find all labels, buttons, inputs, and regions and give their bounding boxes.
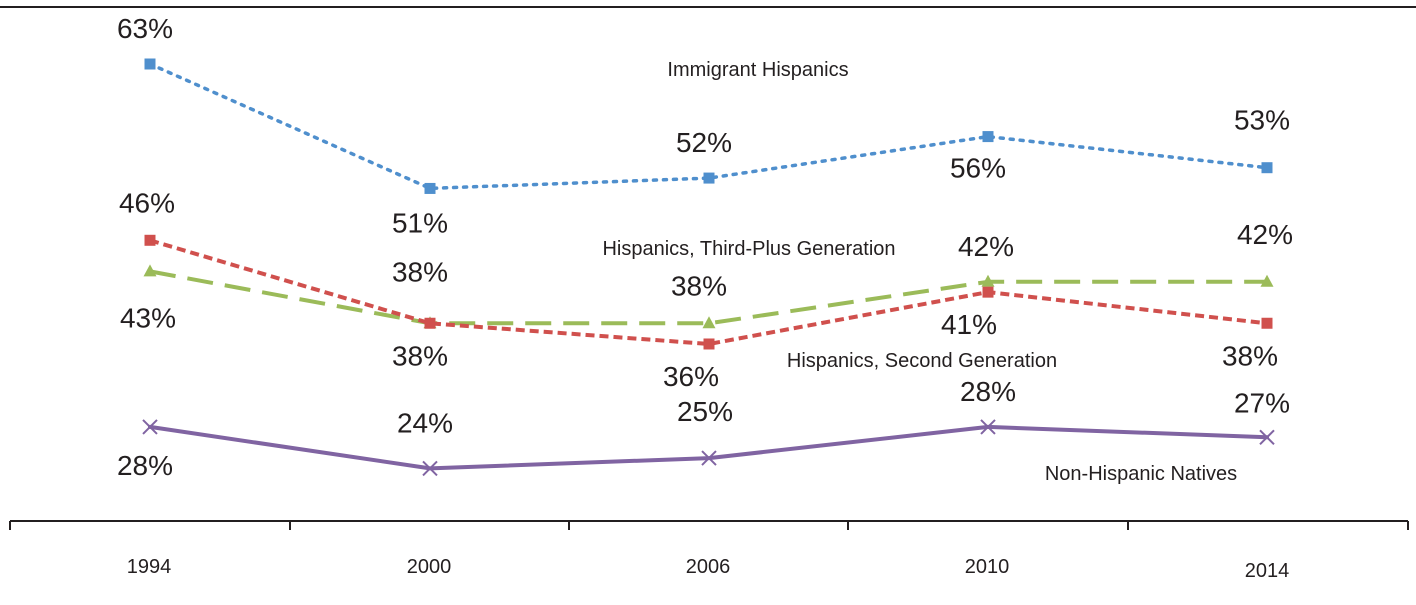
series-markers	[142, 58, 1275, 477]
x-tick-label-2000: 2000	[407, 556, 452, 578]
data-label-hispanics-second-generation-2006: 36%	[663, 361, 719, 392]
marker-hispanics-second-generation-1994	[144, 234, 156, 246]
x-tick-label-2010: 2010	[965, 556, 1010, 578]
marker-hispanics-second-generation-2006	[703, 338, 715, 350]
series-label-hispanics-third-plus-generation: Hispanics, Third-Plus Generation	[602, 238, 895, 260]
marker-immigrant-hispanics-2006	[703, 172, 715, 184]
data-label-immigrant-hispanics-2000: 51%	[392, 207, 448, 238]
x-tick-label-2006: 2006	[686, 556, 731, 578]
marker-non-hispanic-natives-1994	[142, 419, 158, 435]
x-tick-labels: 1994 2000 2006 2010 2014	[127, 556, 1290, 582]
data-label-non-hispanic-natives-2014: 27%	[1234, 387, 1290, 418]
x-tick-label-1994: 1994	[127, 556, 172, 578]
data-label-non-hispanic-natives-2010: 28%	[960, 376, 1016, 407]
marker-non-hispanic-natives-2010	[980, 419, 996, 435]
marker-immigrant-hispanics-2010	[982, 131, 994, 143]
marker-non-hispanic-natives-2000	[422, 460, 438, 477]
marker-hispanics-third-plus-generation-1994	[143, 264, 157, 277]
marker-non-hispanic-natives-2006	[701, 450, 717, 466]
marker-hispanics-third-plus-generation-2014	[1260, 274, 1274, 287]
data-label-hispanics-third-plus-generation-2006: 38%	[671, 270, 727, 301]
marker-non-hispanic-natives-2014	[1259, 429, 1275, 446]
data-label-immigrant-hispanics-1994: 63%	[117, 13, 173, 44]
data-label-hispanics-third-plus-generation-2000: 38%	[392, 256, 448, 287]
data-label-immigrant-hispanics-2010: 56%	[950, 153, 1006, 184]
marker-hispanics-second-generation-2000	[424, 317, 436, 329]
data-label-non-hispanic-natives-2000: 24%	[397, 407, 453, 438]
marker-immigrant-hispanics-2014	[1261, 162, 1273, 174]
data-label-hispanics-third-plus-generation-2010: 42%	[958, 231, 1014, 262]
marker-immigrant-hispanics-2000	[424, 182, 436, 194]
marker-hispanics-second-generation-2010	[982, 286, 994, 298]
series-line-immigrant-hispanics	[148, 62, 1269, 191]
marker-hispanics-second-generation-2014	[1261, 317, 1273, 329]
data-label-non-hispanic-natives-2006: 25%	[677, 396, 733, 427]
x-axis	[9, 520, 1409, 530]
data-label-hispanics-second-generation-2014: 38%	[1222, 340, 1278, 371]
data-label-non-hispanic-natives-1994: 28%	[117, 450, 173, 481]
series-labels: Immigrant Hispanics Hispanics, Third-Plus…	[602, 59, 1237, 485]
marker-hispanics-third-plus-generation-2006	[702, 316, 716, 329]
x-tick-label-2014: 2014	[1245, 560, 1290, 582]
series-label-hispanics-second-generation: Hispanics, Second Generation	[787, 350, 1057, 372]
data-label-immigrant-hispanics-2006: 52%	[676, 127, 732, 158]
marker-immigrant-hispanics-1994	[144, 58, 156, 70]
data-label-hispanics-third-plus-generation-2014: 42%	[1237, 219, 1293, 250]
data-label-hispanics-second-generation-1994: 46%	[119, 187, 175, 218]
data-label-immigrant-hispanics-2014: 53%	[1234, 105, 1290, 136]
data-label-hispanics-second-generation-2000: 38%	[392, 340, 448, 371]
series-label-immigrant-hispanics: Immigrant Hispanics	[667, 59, 848, 81]
data-labels: 63% 51% 52% 56% 53% 43% 38% 38% 42% 42% 46% 38% 36% 4…	[117, 13, 1293, 481]
data-label-hispanics-third-plus-generation-1994: 43%	[120, 302, 176, 333]
marker-hispanics-third-plus-generation-2010	[981, 274, 995, 287]
data-label-hispanics-second-generation-2010: 41%	[941, 309, 997, 340]
series-label-non-hispanic-natives: Non-Hispanic Natives	[1045, 463, 1237, 485]
